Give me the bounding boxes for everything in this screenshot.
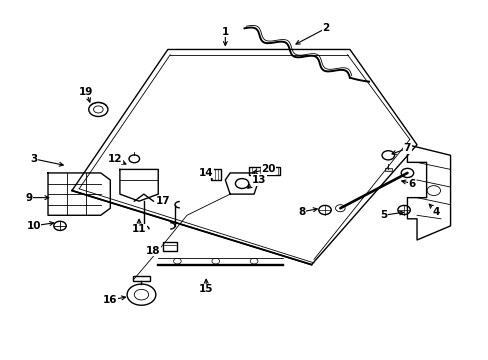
Text: 5: 5 <box>379 210 386 220</box>
Text: 4: 4 <box>431 207 439 217</box>
Bar <box>133 276 149 281</box>
Text: 8: 8 <box>298 207 305 217</box>
Text: 19: 19 <box>79 87 93 97</box>
Text: 13: 13 <box>251 175 265 185</box>
Text: 10: 10 <box>26 221 41 231</box>
Text: 7: 7 <box>403 143 410 153</box>
Text: 12: 12 <box>108 154 122 164</box>
Text: 9: 9 <box>25 193 32 203</box>
Text: 1: 1 <box>221 27 228 37</box>
Bar <box>210 170 221 180</box>
Text: 16: 16 <box>103 295 117 305</box>
Text: 6: 6 <box>408 179 415 189</box>
Text: 18: 18 <box>146 246 161 256</box>
Text: 20: 20 <box>261 165 275 174</box>
Bar <box>249 167 280 175</box>
Text: 14: 14 <box>199 168 213 178</box>
Bar <box>163 242 177 251</box>
Text: 3: 3 <box>30 154 37 164</box>
Text: 11: 11 <box>132 224 146 234</box>
Text: 2: 2 <box>322 23 329 33</box>
Text: 17: 17 <box>155 196 170 206</box>
Bar <box>384 168 391 171</box>
Text: 15: 15 <box>199 284 213 294</box>
